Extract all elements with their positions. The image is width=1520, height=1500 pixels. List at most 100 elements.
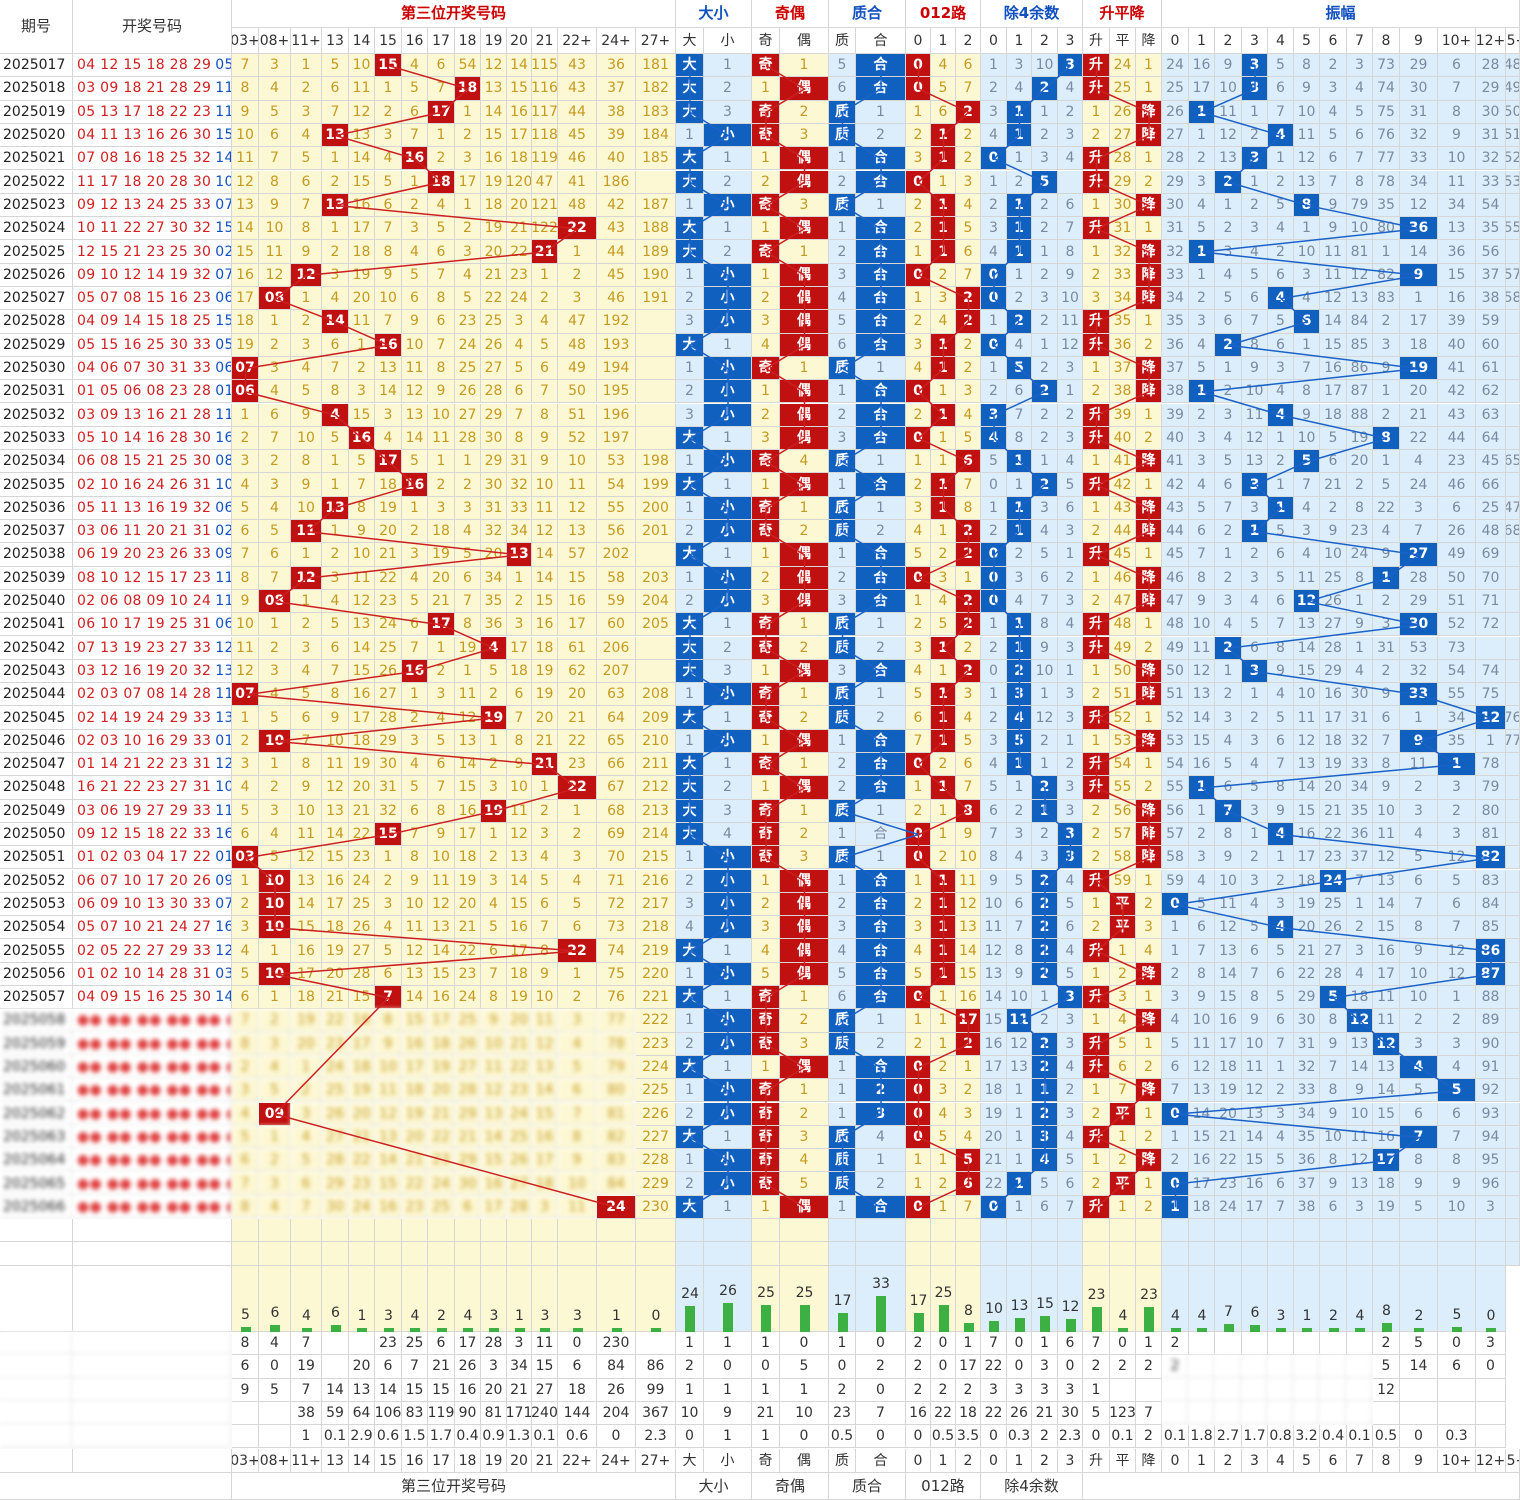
trend-cell: 14 <box>375 1149 402 1173</box>
stats-label <box>73 1355 232 1379</box>
trend-cell: 12 <box>1373 1032 1400 1056</box>
trend-cell: 11 <box>1373 1009 1400 1033</box>
trend-cell: 41 <box>1162 450 1189 474</box>
trend-cell: 大 <box>676 240 704 264</box>
trend-cell: 4 <box>906 356 931 381</box>
trend-cell: 3 <box>1215 403 1242 427</box>
trend-cell: 19 <box>1400 356 1438 381</box>
trend-cell: 22 <box>455 939 481 963</box>
trend-cell: 1 <box>322 147 349 171</box>
stats-cell: 0.5 <box>931 1425 956 1449</box>
trend-cell: 79 <box>597 1055 636 1080</box>
trend-cell: 2 <box>780 100 829 124</box>
draw-numbers: 05 07 10 21 24 27 16 <box>73 916 232 940</box>
blank-cell <box>856 1242 906 1266</box>
trend-cell: 1 <box>1032 683 1058 707</box>
trend-cell: 32 <box>1162 240 1189 264</box>
trend-cell: 8 <box>375 240 402 264</box>
trend-cell: 4 <box>1110 1009 1136 1033</box>
trend-cell: 22 <box>1215 1149 1242 1173</box>
stats-cell: 64 <box>349 1401 375 1426</box>
trend-cell: 奇 <box>752 1079 780 1103</box>
trend-cell: 1 <box>981 613 1007 637</box>
stats-cell: 21 <box>507 1378 532 1402</box>
trend-cell: 3 <box>856 1102 906 1126</box>
trend-cell: 升 <box>1083 77 1110 101</box>
trend-cell: 26 <box>1438 520 1476 544</box>
stat-bar <box>799 1304 810 1332</box>
trend-cell: 大 <box>676 426 704 451</box>
bar-bg <box>1294 1265 1320 1332</box>
red-balls: 05 11 13 16 19 32 <box>77 501 211 515</box>
trend-cell: 7 <box>259 426 291 451</box>
trend-cell: 1 <box>931 1009 956 1033</box>
footer-subcol: 21 <box>532 1449 558 1473</box>
stats-cell: 2 <box>931 1378 956 1402</box>
trend-cell: 53 <box>597 450 636 474</box>
bar-bg <box>349 1265 375 1332</box>
trend-cell: 2 <box>1083 799 1110 823</box>
trend-cell: 8 <box>1242 333 1268 357</box>
trend-cell: 1 <box>931 799 956 823</box>
trend-cell: 7 <box>291 729 322 753</box>
trend-cell: 2 <box>1347 916 1373 940</box>
trend-cell: 28 <box>481 380 507 404</box>
trend-cell: 27 <box>1320 613 1347 637</box>
trend-cell: 2 <box>1032 729 1058 753</box>
footer-subcol: 7 <box>1347 1449 1373 1473</box>
trend-cell: 质 <box>829 706 856 730</box>
trend-cell: 1 <box>1032 333 1058 357</box>
trend-cell: 8 <box>1007 939 1032 963</box>
blank-cell <box>636 1219 676 1243</box>
trend-cell: 3 <box>676 892 704 917</box>
trend-cell: 16 <box>455 799 481 823</box>
blank-cell <box>1058 1219 1083 1243</box>
trend-cell: 18 <box>291 986 322 1010</box>
trend-cell: 1 <box>829 1195 856 1219</box>
trend-cell: 2 <box>1242 193 1268 218</box>
subcol-header: 质 <box>829 28 856 54</box>
trend-cell: 4 <box>1268 822 1294 847</box>
trend-cell: 12 <box>322 776 349 800</box>
trend-cell: 7 <box>232 543 259 567</box>
trend-cell: 7 <box>1058 1195 1083 1219</box>
trend-cell: 46 <box>1438 473 1476 497</box>
trend-cell: 14 <box>349 147 375 171</box>
period-cell: 2025056 <box>0 962 73 986</box>
draw-numbers: 09 12 15 18 22 33 16 <box>73 822 232 847</box>
subcol-header: 12+ <box>1476 28 1506 54</box>
trend-cell: 12 <box>402 939 428 963</box>
trend-cell: 3 <box>956 1102 981 1126</box>
trend-cell: 14 <box>232 217 259 241</box>
trend-cell: 18 <box>507 962 532 986</box>
trend-cell: 14 <box>291 892 322 917</box>
stats-cell: 0.9 <box>481 1425 507 1449</box>
trend-cell: 5 <box>558 892 597 917</box>
stats-cell: 2.9 <box>349 1425 375 1449</box>
trend-cell: 40 <box>597 147 636 171</box>
trend-cell: 17 <box>1373 962 1400 986</box>
trend-cell: 4 <box>1189 333 1215 357</box>
trend-cell: 10 <box>1400 962 1438 986</box>
period-cell: 2025030 <box>0 356 73 381</box>
trend-cell: 11 <box>1373 986 1400 1010</box>
trend-cell: 5 <box>1438 1079 1476 1103</box>
period-cell: 2025063 <box>0 1125 73 1150</box>
trend-cell: 2 <box>906 123 931 148</box>
trend-cell: 8 <box>455 613 481 637</box>
trend-cell: 52 <box>1438 613 1476 637</box>
footer-subcol: 升 <box>1083 1449 1110 1473</box>
blank-cell <box>375 1219 402 1243</box>
trend-cell: 大 <box>676 799 704 823</box>
trend-cell: 8 <box>291 450 322 474</box>
trend-cell: 合 <box>856 892 906 917</box>
trend-cell: 3 <box>931 566 956 590</box>
trend-cell: 2 <box>232 892 259 917</box>
trend-cell: 0 <box>906 426 931 451</box>
footer-group-label: 奇偶 <box>752 1473 829 1500</box>
trend-cell: 13 <box>558 520 597 544</box>
trend-cell: 17 <box>349 217 375 241</box>
trend-cell: 合 <box>856 217 906 241</box>
trend-cell: 1 <box>676 846 704 870</box>
trend-cell: 4 <box>981 426 1007 451</box>
